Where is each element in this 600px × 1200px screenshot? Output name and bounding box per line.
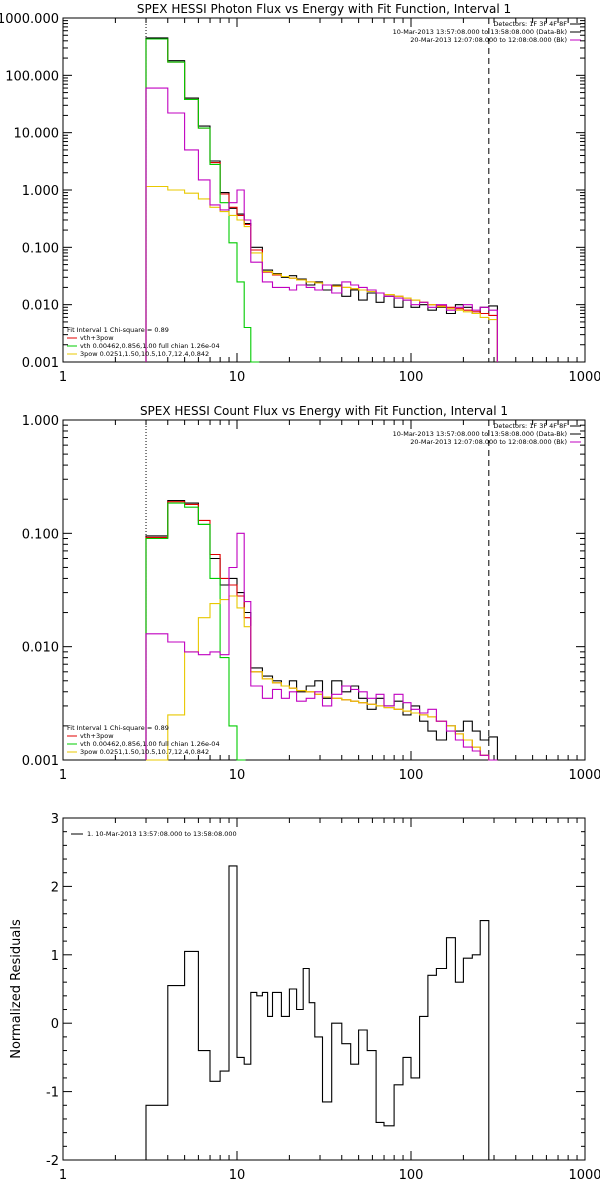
y-tick-label: 10.000: [14, 127, 60, 142]
x-tick-label: 1000: [568, 1168, 600, 1183]
fit-legend-entry: 3pow 0.0251,1.50,10.5,10.7,12.4,0.842: [80, 748, 209, 756]
x-tick-label: 100: [399, 768, 424, 783]
x-tick-label: 1: [59, 1168, 67, 1183]
y-tick-label: 3: [51, 812, 59, 827]
x-tick-label: 10: [229, 768, 246, 783]
plot-frame: [62, 817, 586, 1161]
x-tick-label: 1000: [568, 370, 600, 385]
info-line: 10-Mar-2013 13:57:08.000 to 13:58:08.000…: [393, 430, 567, 438]
chart-title: SPEX HESSI Count Flux vs Energy with Fit…: [140, 404, 508, 418]
info-line: 10-Mar-2013 13:57:08.000 to 13:58:08.000…: [393, 28, 567, 36]
series-line-4: [145, 532, 498, 761]
y-tick-label: -1: [46, 1086, 59, 1101]
fit-legend-entry: vth 0.00462,0.856,1.00 full chian 1.26e-…: [80, 342, 220, 350]
y-tick-label: 0.100: [22, 241, 59, 256]
y-tick-label: 1: [51, 949, 59, 964]
y-tick-label: 1.000: [22, 414, 59, 429]
y-tick-label: 0: [51, 1017, 59, 1032]
plot-frame: [62, 419, 586, 761]
series-line-3: [146, 595, 498, 761]
series-line-2: [145, 502, 246, 761]
x-tick-label: 10: [229, 1168, 246, 1183]
y-tick-label: 0.010: [22, 641, 59, 656]
fit-legend-entry: 3pow 0.0251,1.50,10.5,10.7,12.4,0.842: [80, 350, 209, 358]
series-line-4: [145, 87, 498, 362]
x-tick-label: 1000: [568, 768, 600, 783]
y-tick-label: 0.001: [22, 356, 59, 371]
x-tick-label: 1: [59, 370, 67, 385]
y-tick-label: 100.000: [5, 69, 59, 84]
fit-legend-entry: vth 0.00462,0.856,1.00 full chian 1.26e-…: [80, 740, 220, 748]
series-line-1: [145, 38, 498, 362]
y-axis-label: Normalized Residuals: [9, 919, 24, 1059]
y-tick-label: 2: [51, 880, 59, 895]
y-tick-label: 0.010: [22, 299, 59, 314]
fit-legend-entry: vth+3pow: [80, 334, 114, 342]
x-tick-label: 100: [399, 370, 424, 385]
x-tick-label: 10: [229, 370, 246, 385]
series-line-0: [145, 37, 498, 362]
plot-frame: [62, 17, 586, 363]
series-line-0: [145, 865, 498, 1161]
info-line: Detectors: 1F 3F 4F 8F: [493, 422, 567, 430]
y-tick-label: 0.001: [22, 754, 59, 769]
fit-legend-entry: Fit Interval 1 Chi-square = 0.89: [67, 326, 169, 334]
fit-legend-entry: vth+3pow: [80, 732, 114, 740]
legend-entry: 1. 10-Mar-2013 13:57:08.000 to 13:58:08.…: [87, 830, 237, 838]
info-line: 20-Mar-2013 12:07:08.000 to 12:08:08.000…: [410, 36, 567, 44]
y-tick-label: 1000.000: [0, 12, 59, 27]
x-tick-label: 1: [59, 768, 67, 783]
chart-title: SPEX HESSI Photon Flux vs Energy with Fi…: [137, 2, 511, 16]
info-line: Detectors: 1F 3F 4F 8F: [493, 20, 567, 28]
x-tick-label: 100: [399, 1168, 424, 1183]
series-line-2: [145, 38, 260, 363]
y-tick-label: 0.100: [22, 527, 59, 542]
info-line: 20-Mar-2013 12:07:08.000 to 12:08:08.000…: [410, 438, 567, 446]
fit-legend-entry: Fit Interval 1 Chi-square = 0.89: [67, 724, 169, 732]
series-line-3: [145, 185, 498, 362]
y-tick-label: 1.000: [22, 184, 59, 199]
y-tick-label: -2: [46, 1154, 59, 1169]
